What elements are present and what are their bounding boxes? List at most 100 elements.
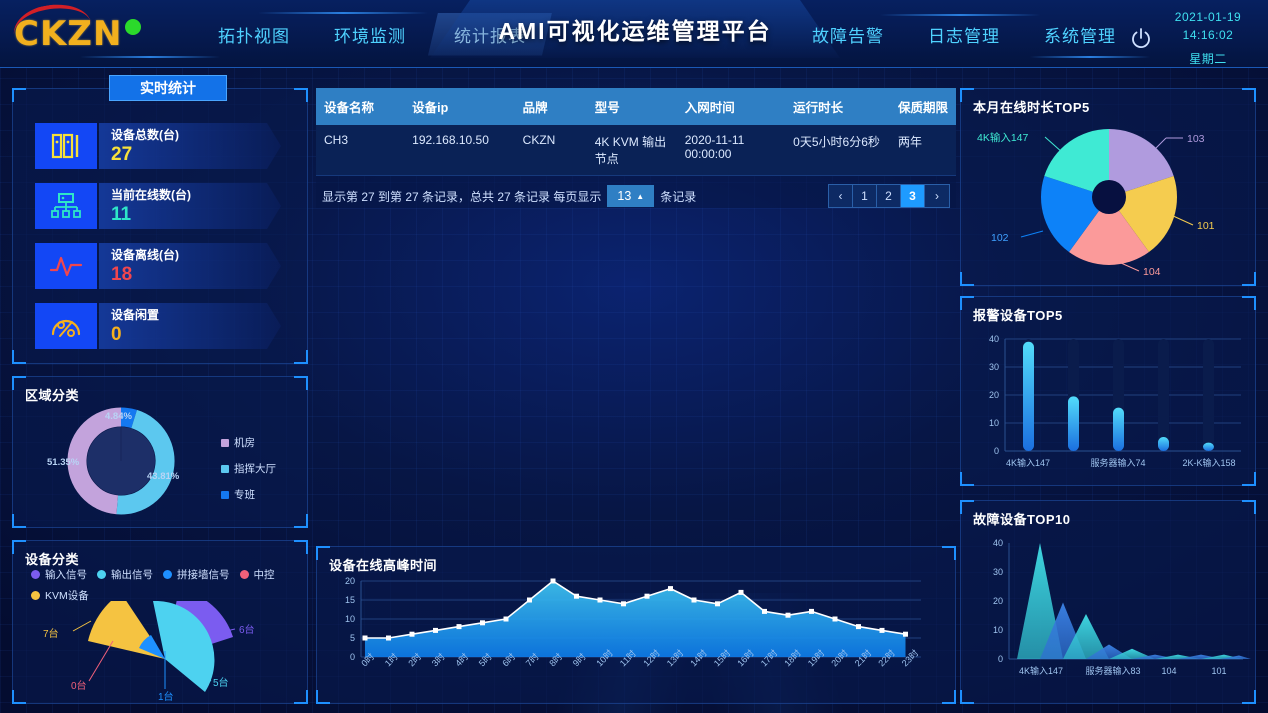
col-join-time[interactable]: 入网时间 xyxy=(676,88,786,125)
alarm-device-bar-chart: 40 30 20 10 0 4K输入147 服务 xyxy=(989,334,1241,468)
col-runtime[interactable]: 运行时长 xyxy=(785,88,890,125)
svg-text:10: 10 xyxy=(345,614,355,624)
svg-text:15: 15 xyxy=(345,595,355,605)
realtime-stats-tab[interactable]: 实时统计 xyxy=(109,75,227,101)
primary-nav-right: 故障告警 日志管理 系统管理 xyxy=(790,0,1138,68)
peak-online-area-chart: 20 15 10 5 0 xyxy=(345,576,921,668)
stat-row-offline-devices[interactable]: 设备离线(台) 18 xyxy=(35,243,281,289)
logo-dot-icon xyxy=(125,19,142,35)
legend-item-jifang[interactable]: 机房 xyxy=(221,435,276,450)
stat-row-total-devices[interactable]: 设备总数(台) 27 xyxy=(35,123,281,169)
col-warranty[interactable]: 保质期限 xyxy=(889,88,956,125)
cell-device-name: CH3 xyxy=(316,125,405,176)
panel-title: 故障设备TOP10 xyxy=(973,512,1071,527)
svg-text:0: 0 xyxy=(350,652,355,662)
legend-item-hall[interactable]: 指挥大厅 xyxy=(221,461,276,476)
region-label-team: 4.84% xyxy=(105,411,132,422)
device-table: 设备名称 设备ip 品牌 型号 入网时间 运行时长 保质期限 CH3 192.1… xyxy=(316,88,956,176)
svg-text:40: 40 xyxy=(989,334,999,344)
table-header-row: 设备名称 设备ip 品牌 型号 入网时间 运行时长 保质期限 xyxy=(316,88,956,125)
stat-row-online-devices[interactable]: 当前在线数(台) 11 xyxy=(35,183,281,229)
fault-tick-1: 4K输入147 xyxy=(1019,665,1063,676)
svg-text:30: 30 xyxy=(993,567,1003,577)
legend-item-central-control[interactable]: 中控 xyxy=(239,567,275,582)
per-page-select[interactable]: 13 ▲ xyxy=(607,185,655,207)
app-header: CKZN 拓扑视图 环境监测 统计报表 AMI可视化运维管理平台 故障告警 日志… xyxy=(0,0,1268,68)
pie-label-4k-input-147: 4K输入147 xyxy=(977,131,1029,144)
legend-label: 机房 xyxy=(234,437,255,449)
stat-value: 18 xyxy=(111,264,133,285)
legend-label: 拼接墙信号 xyxy=(177,569,230,581)
fault-peak-3 xyxy=(1063,614,1109,659)
device-class-rose-chart: 7台 6台 5台 1台 0台 xyxy=(43,601,255,703)
alarm-device-top5-panel: 报警设备TOP5 40 30 20 10 0 xyxy=(960,296,1256,486)
legend-item-kvm[interactable]: KVM设备 xyxy=(31,588,89,603)
stat-body: 设备离线(台) 18 xyxy=(99,243,281,289)
caret-up-icon: ▲ xyxy=(636,191,645,201)
stat-label: 设备总数(台) xyxy=(111,128,179,142)
nav-item-log-management[interactable]: 日志管理 xyxy=(928,26,1000,46)
stat-label: 当前在线数(台) xyxy=(111,188,191,202)
legend-label: 输入信号 xyxy=(45,569,87,581)
legend-label: 指挥大厅 xyxy=(234,463,276,475)
device-value-central: 0台 xyxy=(71,679,87,692)
clock-weekday: 星期二 xyxy=(1189,52,1227,66)
stat-label: 设备闲置 xyxy=(111,308,160,322)
device-value-videowall: 1台 xyxy=(158,690,174,703)
clock-time: 14:16:02 xyxy=(1182,28,1234,42)
col-model[interactable]: 型号 xyxy=(586,88,677,125)
nav-item-environment[interactable]: 环境监测 xyxy=(334,26,406,46)
fault-peak-1 xyxy=(1017,543,1063,659)
svg-text:40: 40 xyxy=(993,538,1003,548)
servers-icon xyxy=(35,123,97,169)
peak-online-time-panel: 设备在线高峰时间 20 15 10 5 0 xyxy=(316,546,956,704)
col-brand[interactable]: 品牌 xyxy=(514,88,587,125)
col-device-name[interactable]: 设备名称 xyxy=(316,88,405,125)
pagination-page-1[interactable]: 1 xyxy=(853,185,877,207)
page-title: AMI可视化运维管理平台 xyxy=(430,0,840,58)
pagination-page-2[interactable]: 2 xyxy=(877,185,901,207)
nav-item-system-management[interactable]: 系统管理 xyxy=(1044,26,1116,46)
pagination-page-3[interactable]: 3 xyxy=(901,185,925,207)
header-deco-line-right xyxy=(880,14,1040,16)
fault-peak-10 xyxy=(1220,655,1251,659)
pie-label-102: 102 xyxy=(991,232,1009,244)
cell-runtime: 0天5小时6分6秒 xyxy=(785,125,890,176)
svg-text:0: 0 xyxy=(994,446,999,456)
legend-item-videowall-signal[interactable]: 拼接墙信号 xyxy=(163,567,230,582)
legend-item-team[interactable]: 专班 xyxy=(221,487,276,502)
stat-value: 11 xyxy=(111,204,132,225)
brand-logo[interactable]: CKZN xyxy=(9,0,142,54)
per-page-value: 13 xyxy=(617,189,632,203)
bar-value-5 xyxy=(1203,442,1214,451)
col-device-ip[interactable]: 设备ip xyxy=(404,88,515,125)
pie-label-103: 103 xyxy=(1187,133,1205,145)
cell-brand: CKZN xyxy=(514,125,587,176)
region-label-hall: 43.81% xyxy=(147,471,180,482)
nav-item-topology[interactable]: 拓扑视图 xyxy=(218,26,290,46)
device-value-input: 6台 xyxy=(239,623,255,636)
device-value-kvm: 7台 xyxy=(43,627,59,640)
legend-label: KVM设备 xyxy=(45,590,89,602)
cell-warranty: 两年 xyxy=(889,125,956,176)
fault-device-top10-panel: 故障设备TOP10 40 30 20 10 0 xyxy=(960,500,1256,704)
pagination-prev[interactable]: ‹ xyxy=(829,185,853,207)
device-classification-panel: 设备分类 输入信号 输出信号 拼接墙信号 中控 KVM设备 xyxy=(12,540,308,704)
legend-item-output-signal[interactable]: 输出信号 xyxy=(97,567,153,582)
cell-device-ip: 192.168.10.50 xyxy=(404,125,515,176)
table-footer: 显示第 27 到第 27 条记录，总共 27 条记录 每页显示 13 ▲ 条记录… xyxy=(316,176,956,216)
device-table-panel: 设备名称 设备ip 品牌 型号 入网时间 运行时长 保质期限 CH3 192.1… xyxy=(316,88,956,208)
nav-item-fault-alarm[interactable]: 故障告警 xyxy=(812,26,884,46)
stat-body: 当前在线数(台) 11 xyxy=(99,183,281,229)
record-info-prefix: 显示第 27 到第 27 条记录，总共 27 条记录 每页显示 xyxy=(322,189,602,204)
pie-label-101: 101 xyxy=(1197,220,1215,232)
power-icon[interactable] xyxy=(1128,26,1154,52)
stat-body: 设备总数(台) 27 xyxy=(99,123,281,169)
pagination-next[interactable]: › xyxy=(925,185,949,207)
table-row[interactable]: CH3 192.168.10.50 CKZN 4K KVM 输出节点 2020-… xyxy=(316,125,956,176)
pie-label-104: 104 xyxy=(1143,266,1161,278)
legend-item-input-signal[interactable]: 输入信号 xyxy=(31,567,87,582)
stat-row-idle-devices[interactable]: 设备闲置 0 xyxy=(35,303,281,349)
stat-label: 设备离线(台) xyxy=(111,248,179,262)
bar-value-2 xyxy=(1068,396,1079,451)
